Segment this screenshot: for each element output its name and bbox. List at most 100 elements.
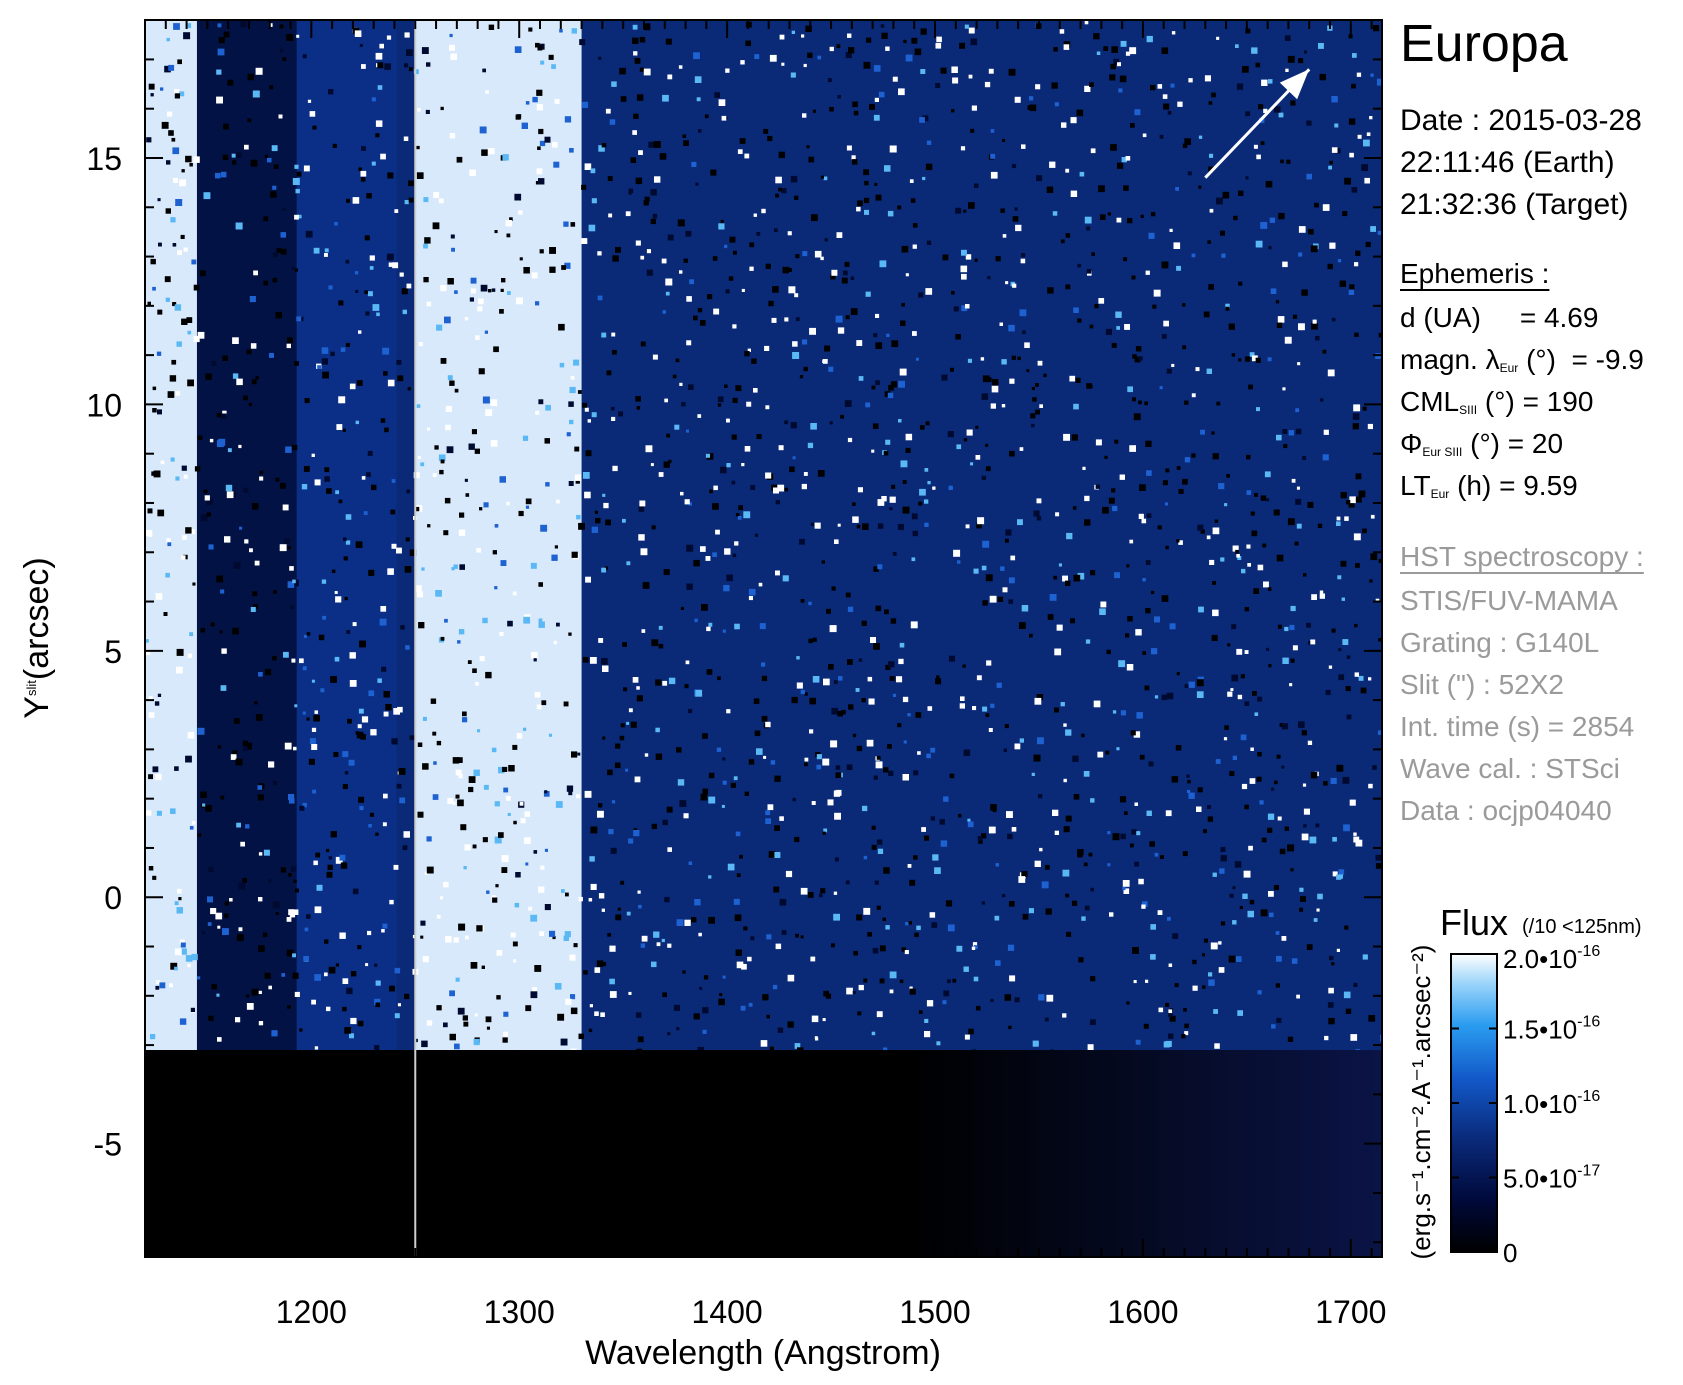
noise-pixel [722,975,726,979]
noise-pixel [1038,994,1045,1001]
noise-pixel [1063,433,1070,441]
noise-pixel [702,788,709,795]
noise-pixel [1292,645,1298,651]
noise-pixel [615,247,621,253]
noise-pixel [1244,701,1250,706]
noise-pixel [148,696,153,701]
noise-pixel [1260,221,1268,229]
noise-pixel [1175,187,1179,191]
noise-pixel [603,502,609,509]
noise-pixel [1171,363,1175,367]
noise-pixel [756,748,763,755]
noise-pixel [1120,710,1126,716]
noise-pixel [574,446,580,452]
noise-pixel [182,535,187,540]
noise-pixel [704,114,709,119]
noise-pixel [479,507,483,511]
noise-pixel [515,114,521,120]
noise-pixel [1260,495,1267,501]
noise-pixel [232,373,239,379]
noise-pixel [377,62,384,69]
noise-pixel [154,701,160,706]
noise-pixel [1168,1012,1173,1018]
noise-pixel [640,548,648,556]
noise-pixel [355,289,359,293]
noise-pixel [919,117,925,123]
noise-pixel [262,932,268,937]
noise-pixel [1236,554,1240,558]
noise-pixel [1295,428,1302,435]
noise-pixel [1035,84,1041,90]
noise-pixel [734,623,740,630]
hst-data-id: Data : ocjp04040 [1400,795,1612,826]
noise-pixel [968,1028,974,1035]
noise-pixel [381,666,387,672]
noise-pixel [851,155,856,160]
noise-pixel [1073,403,1079,410]
noise-pixel [968,27,975,34]
noise-pixel [479,126,487,134]
noise-pixel [844,261,850,267]
noise-pixel [1150,590,1155,595]
noise-pixel [846,987,853,995]
noise-pixel [1028,908,1034,914]
noise-pixel [1127,386,1133,393]
noise-pixel [1163,103,1170,110]
noise-pixel [1266,647,1270,651]
noise-pixel [1275,300,1280,304]
noise-pixel [775,193,779,198]
noise-pixel [578,522,585,530]
noise-pixel [229,898,233,902]
noise-pixel [688,861,693,865]
noise-pixel [321,579,327,584]
noise-pixel [1161,47,1169,54]
noise-pixel [423,197,429,203]
noise-pixel [440,106,444,111]
noise-pixel [485,409,493,417]
noise-pixel [1001,359,1007,365]
noise-pixel [269,352,274,358]
noise-pixel [288,794,295,801]
noise-pixel [469,297,474,302]
noise-pixel [1246,454,1251,460]
noise-pixel [791,696,798,704]
noise-pixel [251,503,259,510]
noise-pixel [387,379,395,387]
noise-pixel [1053,47,1058,52]
noise-pixel [1136,831,1141,836]
noise-pixel [1000,566,1005,571]
noise-pixel [420,935,424,939]
noise-pixel [1279,723,1284,727]
noise-pixel [1017,356,1021,361]
noise-pixel [731,480,736,485]
noise-pixel [304,927,309,932]
noise-pixel [157,409,162,415]
noise-pixel [675,358,680,363]
noise-pixel [708,622,713,627]
noise-pixel [845,592,851,598]
noise-pixel [1122,886,1126,891]
noise-pixel [651,961,657,968]
noise-pixel [673,1004,680,1011]
noise-pixel [1066,931,1072,937]
noise-pixel [942,1000,947,1005]
noise-pixel [821,560,825,564]
noise-pixel [250,343,257,349]
noise-pixel [989,595,997,603]
noise-pixel [334,656,340,662]
noise-pixel [799,375,804,379]
noise-pixel [960,265,968,273]
noise-pixel [1331,317,1336,322]
noise-pixel [343,556,348,561]
noise-pixel [916,925,921,931]
noise-pixel [1325,689,1331,696]
noise-pixel [1090,1019,1096,1026]
noise-pixel [225,484,233,492]
noise-pixel [745,40,751,47]
noise-pixel [388,262,394,267]
noise-pixel [779,34,785,40]
noise-pixel [889,496,896,503]
noise-pixel [618,411,624,417]
noise-pixel [803,472,808,476]
noise-pixel [635,1012,642,1018]
